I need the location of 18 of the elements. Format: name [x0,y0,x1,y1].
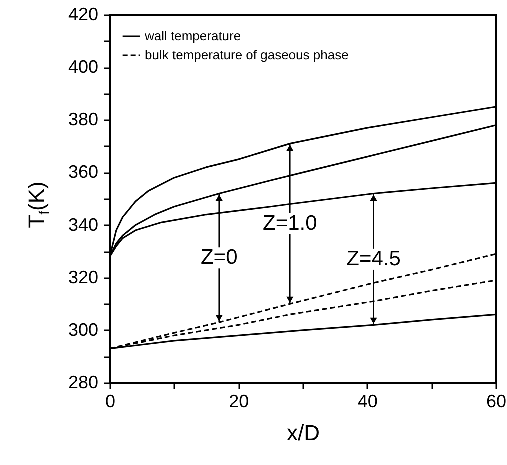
x-tick-label: 40 [358,392,378,412]
x-axis-title: x/D [287,420,320,446]
y-tick-label: 320 [68,267,98,288]
y-tick-label: 420 [68,4,98,24]
y-tick-label: 360 [68,162,98,182]
annotation: Z=4.5 [346,247,401,270]
y-tick-label: 400 [68,57,98,78]
y-tick-label: 380 [68,110,98,130]
legend-label: wall temperature [144,28,242,44]
annotation: Z=1.0 [262,212,318,235]
x-tick-label: 20 [229,392,250,412]
legend-label: bulk temperature of gaseous phase [145,48,349,62]
y-tick-label: 280 [68,372,98,392]
x-tick-label: 0 [105,392,116,412]
y-tick-label: 300 [68,320,98,340]
x-tick-label: 60 [486,392,507,412]
y-tick-label: 340 [68,214,98,235]
annotation: Z=0 [200,246,238,270]
